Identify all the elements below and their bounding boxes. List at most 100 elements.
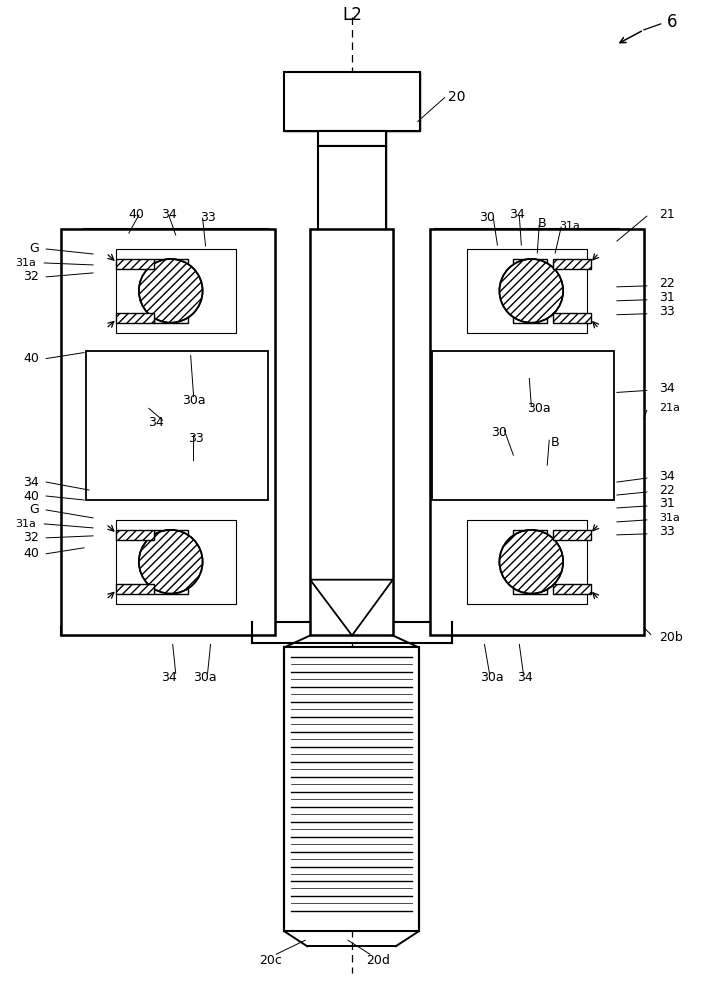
Bar xyxy=(587,229,619,353)
Polygon shape xyxy=(310,580,393,635)
Bar xyxy=(116,530,154,540)
Bar xyxy=(310,229,393,635)
Text: 21a: 21a xyxy=(659,403,680,413)
Bar xyxy=(116,249,236,333)
Circle shape xyxy=(139,530,202,594)
Bar xyxy=(553,259,591,269)
Bar xyxy=(520,536,541,588)
Bar xyxy=(553,313,591,323)
Text: 31a: 31a xyxy=(559,221,579,231)
Circle shape xyxy=(499,259,563,323)
Text: 33: 33 xyxy=(659,525,675,538)
Text: 34: 34 xyxy=(659,470,675,483)
Bar xyxy=(61,229,276,635)
Bar xyxy=(432,351,614,500)
Bar xyxy=(318,131,386,146)
Bar xyxy=(84,229,116,353)
Bar xyxy=(84,604,269,624)
Text: B: B xyxy=(551,436,560,449)
Text: 30: 30 xyxy=(491,426,508,439)
Bar xyxy=(434,500,619,624)
Bar xyxy=(116,313,154,323)
Bar xyxy=(310,229,393,635)
Bar xyxy=(434,604,619,624)
Bar xyxy=(116,259,154,269)
Bar xyxy=(84,500,269,520)
Bar xyxy=(553,313,591,323)
Bar xyxy=(553,584,591,594)
Text: 40: 40 xyxy=(23,547,39,560)
Bar xyxy=(284,72,420,131)
Text: 34: 34 xyxy=(517,671,533,684)
Circle shape xyxy=(139,259,202,323)
Bar xyxy=(318,146,386,231)
Text: 22: 22 xyxy=(659,277,675,290)
Bar xyxy=(318,131,386,146)
Bar xyxy=(434,229,467,353)
Bar xyxy=(587,229,619,353)
Bar xyxy=(61,229,276,635)
Bar xyxy=(116,313,154,323)
Bar xyxy=(434,229,619,353)
Bar xyxy=(434,229,619,249)
Text: 32: 32 xyxy=(23,270,39,283)
Bar xyxy=(84,500,116,624)
Bar xyxy=(116,584,154,594)
Bar xyxy=(236,229,269,353)
Bar xyxy=(61,229,276,635)
Bar xyxy=(116,584,154,594)
Text: 40: 40 xyxy=(23,490,39,503)
Bar xyxy=(467,520,587,604)
Bar xyxy=(284,72,420,131)
Bar xyxy=(318,146,386,231)
Bar xyxy=(236,500,269,624)
Text: 33: 33 xyxy=(200,211,215,224)
Text: 40: 40 xyxy=(128,208,144,221)
Text: 31: 31 xyxy=(659,497,675,510)
Bar xyxy=(284,647,419,931)
Bar xyxy=(252,622,451,643)
Bar xyxy=(154,530,188,594)
Text: 30: 30 xyxy=(479,211,496,224)
Text: 34: 34 xyxy=(659,382,675,395)
Text: G: G xyxy=(30,242,39,255)
Text: 34: 34 xyxy=(161,671,176,684)
Bar xyxy=(587,500,619,624)
Bar xyxy=(154,259,188,323)
Bar xyxy=(434,500,619,520)
Text: 31: 31 xyxy=(659,291,675,304)
Text: L2: L2 xyxy=(342,6,362,24)
Bar xyxy=(84,229,116,353)
Bar xyxy=(467,249,587,333)
Text: 34: 34 xyxy=(510,208,525,221)
Text: 31a: 31a xyxy=(659,513,680,523)
Bar xyxy=(513,530,547,594)
Circle shape xyxy=(499,530,563,594)
Bar xyxy=(84,229,269,353)
Text: 30a: 30a xyxy=(193,671,217,684)
Bar xyxy=(434,229,467,353)
Bar xyxy=(553,530,591,540)
Bar xyxy=(434,333,619,353)
Text: 32: 32 xyxy=(23,531,39,544)
Text: 31a: 31a xyxy=(15,519,37,529)
Bar xyxy=(84,500,269,624)
Bar xyxy=(430,229,644,635)
Text: 34: 34 xyxy=(23,476,39,489)
Bar xyxy=(160,265,181,317)
Text: 34: 34 xyxy=(161,208,176,221)
Text: B: B xyxy=(538,217,546,230)
Text: 31a: 31a xyxy=(15,258,37,268)
Text: 33: 33 xyxy=(659,305,675,318)
Bar xyxy=(84,500,269,520)
Bar xyxy=(284,72,420,131)
Bar xyxy=(553,584,591,594)
Bar xyxy=(84,229,269,249)
Text: 20b: 20b xyxy=(659,631,683,644)
Bar xyxy=(236,500,269,624)
Bar xyxy=(84,604,269,624)
Bar xyxy=(236,229,269,353)
Text: 30a: 30a xyxy=(527,402,551,415)
Bar xyxy=(434,604,619,624)
Text: 30a: 30a xyxy=(182,394,205,407)
